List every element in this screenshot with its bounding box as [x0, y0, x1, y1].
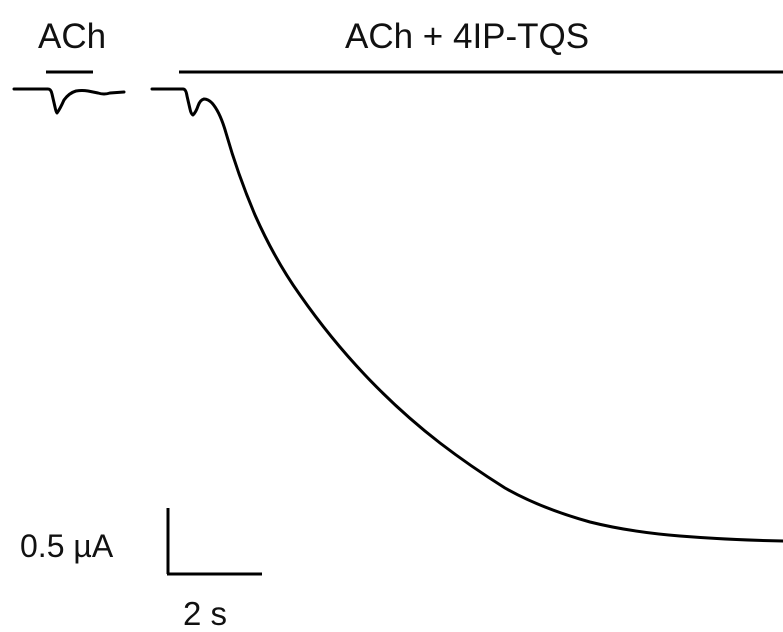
control-current-trace [12, 87, 126, 115]
potentiated-current-trace [150, 87, 783, 543]
ach-label: ACh [38, 17, 107, 56]
ach-4iptqs-label: ACh + 4IP-TQS [345, 17, 590, 56]
scale-time-label: 2 s [183, 595, 228, 632]
scale-current-label: 0.5 µA [20, 528, 114, 564]
